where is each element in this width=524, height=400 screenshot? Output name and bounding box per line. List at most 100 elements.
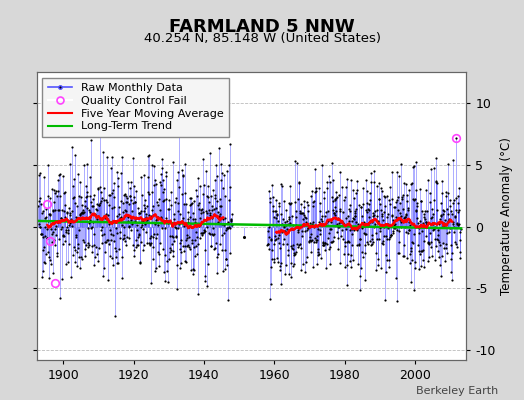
Point (316, 231, 324, 237)
Point (151, 177, 159, 183)
Point (122, 193, 130, 200)
Point (398, 192, 407, 198)
Point (265, 188, 274, 194)
Point (172, 234, 180, 241)
Point (108, 154, 117, 160)
Point (114, 260, 122, 266)
Point (384, 221, 392, 228)
Point (70, 194, 78, 200)
Point (194, 174, 202, 181)
Point (317, 215, 325, 222)
Point (312, 188, 320, 194)
Point (154, 249, 162, 255)
Point (175, 221, 183, 227)
Point (131, 198, 139, 205)
Point (420, 210, 429, 217)
Point (160, 269, 169, 276)
Point (418, 208, 427, 214)
Point (413, 215, 421, 221)
Point (217, 177, 225, 184)
Point (168, 248, 177, 254)
Point (318, 162, 326, 168)
Point (105, 202, 114, 208)
Point (305, 238, 313, 244)
Point (268, 247, 276, 254)
Point (69, 252, 77, 258)
Point (125, 224, 134, 230)
Point (346, 202, 354, 208)
Point (105, 192, 114, 198)
Point (445, 225, 454, 232)
Point (205, 198, 213, 205)
Point (43, 235, 51, 241)
Point (38, 268, 47, 275)
Point (211, 177, 220, 183)
Point (412, 186, 420, 193)
Point (330, 234, 338, 241)
Point (166, 232, 174, 239)
Point (359, 201, 367, 208)
Point (358, 224, 367, 230)
Point (92, 206, 100, 212)
Point (200, 182, 208, 188)
Point (354, 221, 363, 227)
Point (278, 182, 286, 189)
Point (394, 207, 402, 213)
Point (389, 228, 398, 234)
Point (434, 237, 442, 243)
Point (336, 208, 344, 214)
Point (394, 194, 402, 200)
Point (324, 173, 333, 179)
Point (41, 233, 50, 240)
Point (291, 158, 299, 164)
Point (170, 211, 179, 217)
Point (193, 251, 201, 257)
Point (309, 264, 317, 270)
Point (375, 180, 383, 186)
Point (315, 200, 324, 206)
Point (344, 213, 352, 220)
Point (339, 220, 347, 226)
Point (166, 219, 174, 225)
Point (223, 225, 231, 231)
Point (427, 244, 435, 250)
Point (72, 214, 80, 220)
Point (361, 277, 369, 283)
Point (226, 225, 234, 232)
Point (144, 153, 152, 160)
Point (358, 254, 367, 260)
Point (117, 198, 125, 204)
Point (398, 196, 406, 202)
Point (157, 215, 166, 222)
Point (195, 235, 204, 242)
Point (310, 239, 319, 245)
Point (442, 189, 450, 196)
Point (410, 258, 419, 265)
Point (423, 221, 432, 227)
Point (75, 178, 84, 185)
Point (104, 237, 113, 243)
Point (341, 194, 349, 200)
Point (411, 159, 420, 165)
Point (45, 211, 53, 217)
Point (159, 176, 167, 183)
Point (322, 209, 330, 215)
Point (97, 226, 105, 233)
Point (278, 221, 286, 228)
Point (414, 242, 422, 248)
Point (288, 221, 297, 228)
Point (118, 275, 126, 282)
Point (413, 220, 422, 226)
Point (269, 208, 277, 214)
Point (406, 222, 414, 228)
Point (171, 233, 180, 239)
Point (105, 241, 113, 247)
Point (56, 218, 64, 224)
Point (102, 239, 110, 245)
Point (410, 231, 418, 237)
Point (141, 210, 150, 217)
Point (222, 227, 231, 234)
Point (147, 213, 156, 219)
Point (326, 226, 334, 232)
Point (397, 213, 405, 220)
